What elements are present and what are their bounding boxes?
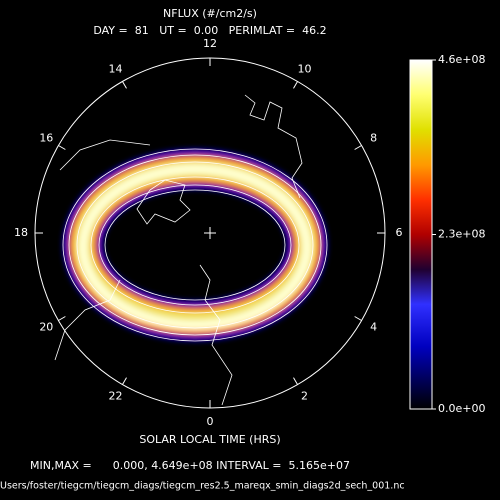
title: NFLUX (#/cm2/s) [163, 7, 257, 20]
hour-tick [293, 81, 298, 89]
hour-tick [293, 377, 298, 385]
auroral-oval [63, 149, 327, 341]
hour-label: 10 [298, 62, 312, 75]
hour-label: 2 [301, 390, 308, 403]
hour-tick [58, 145, 66, 150]
hour-label: 20 [39, 321, 53, 334]
hour-tick [354, 145, 362, 150]
coastlines [54, 94, 303, 406]
stats-line: MIN,MAX = 0.000, 4.649e+08 INTERVAL = 5.… [30, 459, 350, 472]
hour-label: 12 [203, 37, 217, 50]
subtitle: DAY = 81 UT = 0.00 PERIMLAT = 46.2 [93, 24, 326, 37]
hour-tick [122, 377, 127, 385]
hour-label: 8 [370, 132, 377, 145]
colorbar-tick-label: 0.0e+00 [438, 402, 485, 415]
hour-label: 4 [370, 321, 377, 334]
hour-tick [122, 81, 127, 89]
hour-label: 16 [39, 132, 53, 145]
axis-label: SOLAR LOCAL TIME (HRS) [139, 433, 280, 446]
colorbar-tick-label: 4.6e+08 [438, 53, 485, 66]
file-path: Users/foster/tiegcm/tiegcm_diags/tiegcm_… [0, 481, 405, 492]
hour-label: 18 [14, 226, 28, 239]
hour-label: 6 [396, 226, 403, 239]
pole-marker [204, 227, 216, 239]
contours [62, 148, 328, 342]
colorbar [409, 59, 433, 410]
hour-label: 14 [109, 62, 123, 75]
colorbar-tick-label: 2.3e+08 [438, 228, 485, 241]
hour-label: 22 [109, 390, 123, 403]
hour-tick [354, 316, 362, 321]
hour-tick [58, 316, 66, 321]
hour-label: 0 [207, 415, 214, 428]
